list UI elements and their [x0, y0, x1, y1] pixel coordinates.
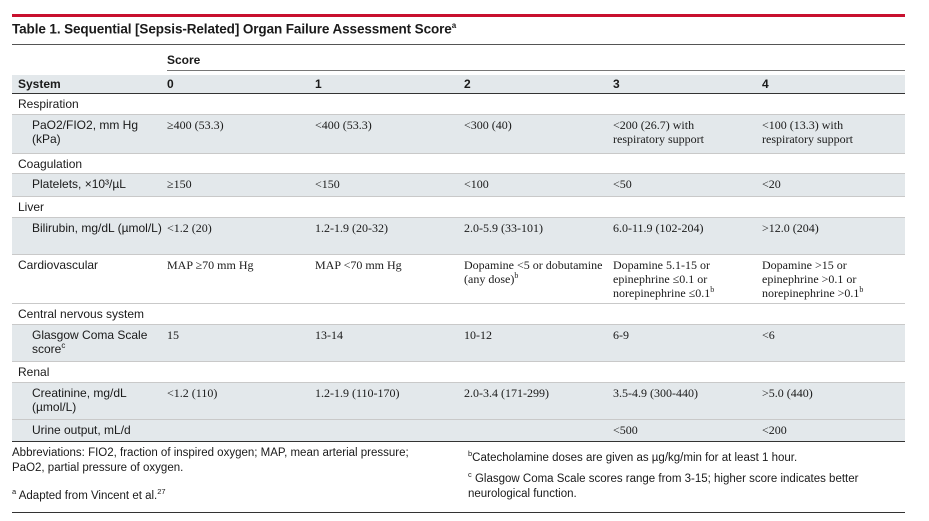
cell-score-0: <1.2 (110)	[167, 386, 218, 400]
column-header-3: 3	[613, 77, 620, 91]
cell-score-4: <100 (13.3) with respiratory support	[762, 118, 853, 146]
cell-score-1: 1.2-1.9 (20-32)	[315, 221, 388, 235]
cell-score-2: 2.0-3.4 (171-299)	[464, 386, 549, 400]
cell-score-0: MAP ≥70 mm Hg	[167, 258, 254, 272]
footnote-c: c Glasgow Coma Scale scores range from 3…	[468, 470, 859, 500]
cell-score-1: <150	[315, 177, 340, 191]
column-header-2: 2	[464, 77, 471, 91]
table-row-urine: Urine output, mL/d <500 <200	[12, 420, 905, 441]
cell-score-1: 13-14	[315, 328, 343, 342]
table-row-pao2: PaO2/FIO2, mm Hg (kPa) ≥400 (53.3) <400 …	[12, 115, 905, 154]
group-label: Respiration	[18, 97, 79, 111]
cell-score-3: 6.0-11.9 (102-204)	[613, 221, 704, 235]
row-label: Urine output, mL/d	[32, 423, 131, 437]
cell-score-2: Dopamine <5 or dobutamine (any dose)b	[464, 258, 603, 286]
title-rule	[12, 44, 905, 45]
group-label: Central nervous system	[18, 307, 145, 321]
group-label: Coagulation	[18, 157, 83, 171]
cell-score-4: <6	[762, 328, 775, 342]
group-label: Liver	[18, 200, 45, 214]
cell-score-2: 10-12	[464, 328, 492, 342]
table-row-creatinine: Creatinine, mg/dL (µmol/L) <1.2 (110) 1.…	[12, 383, 905, 420]
footnote-b: bCatecholamine doses are given as µg/kg/…	[468, 449, 798, 464]
column-header-0: 0	[167, 77, 174, 91]
cell-score-3: <500	[613, 423, 638, 437]
cell-score-3: Dopamine 5.1-15 or epinephrine ≤0.1 or n…	[613, 258, 715, 300]
row-label: PaO2/FIO2, mm Hg (kPa)	[32, 118, 139, 146]
cell-score-1: MAP <70 mm Hg	[315, 258, 402, 272]
row-label: Platelets, ×10³/µL	[32, 177, 126, 191]
column-header-4: 4	[762, 77, 769, 91]
cell-score-2: <300 (40)	[464, 118, 512, 132]
table-row-platelets: Platelets, ×10³/µL ≥150 <150 <100 <50 <2…	[12, 174, 905, 197]
table-title: Table 1. Sequential [Sepsis-Related] Org…	[12, 21, 457, 37]
group-label: Cardiovascular	[18, 258, 99, 272]
footnote-mark-b: b	[514, 271, 519, 280]
footnote-mark-b: b	[859, 285, 864, 294]
cell-score-4: <200	[762, 423, 787, 437]
cell-score-2: <100	[464, 177, 489, 191]
cell-score-3: <50	[613, 177, 632, 191]
cell-score-4: Dopamine >15 or epinephrine >0.1 or nore…	[762, 258, 864, 300]
column-header-row: System 0 1 2 3 4	[12, 75, 905, 93]
cell-score-3: <200 (26.7) with respiratory support	[613, 118, 704, 146]
title-accent-bar	[12, 14, 905, 17]
table-row-cardiovascular: Cardiovascular MAP ≥70 mm Hg MAP <70 mm …	[12, 255, 905, 304]
column-header-1: 1	[315, 77, 322, 91]
cell-score-4: <20	[762, 177, 781, 191]
score-header: Score	[167, 53, 201, 67]
group-label: Renal	[18, 365, 50, 379]
footnote-abbreviations: Abbreviations: FIO2, fraction of inspire…	[12, 447, 409, 474]
table-row-bilirubin: Bilirubin, mg/dL (µmol/L) <1.2 (20) 1.2-…	[12, 218, 905, 255]
cell-score-0: 15	[167, 328, 179, 342]
table-row-renal: Renal	[12, 362, 905, 383]
cell-score-1: 1.2-1.9 (110-170)	[315, 386, 400, 400]
table-row-coagulation: Coagulation	[12, 154, 905, 174]
cell-score-3: 3.5-4.9 (300-440)	[613, 386, 698, 400]
header-rule	[12, 93, 905, 94]
footnote-mark-c: c	[61, 341, 66, 350]
cell-score-0: ≥150	[167, 177, 192, 191]
cell-score-3: 6-9	[613, 328, 629, 342]
table-row-cns: Central nervous system	[12, 304, 905, 325]
cell-score-4: >12.0 (204)	[762, 221, 819, 235]
cell-score-1: <400 (53.3)	[315, 118, 372, 132]
cell-score-0: ≥400 (53.3)	[167, 118, 224, 132]
score-rule	[167, 70, 905, 71]
footnote-mark-b: b	[710, 285, 715, 294]
cell-score-0: <1.2 (20)	[167, 221, 212, 235]
cell-score-4: >5.0 (440)	[762, 386, 813, 400]
row-label: Bilirubin, mg/dL (µmol/L)	[32, 221, 162, 235]
table-row-respiration: Respiration	[12, 94, 905, 115]
table-row-liver: Liver	[12, 197, 905, 218]
column-header-system: System	[18, 77, 61, 91]
table-row-gcs: Glasgow Coma Scale scorec 15 13-14 10-12…	[12, 325, 905, 362]
footer-rule	[12, 512, 905, 513]
row-label: Glasgow Coma Scale scorec	[32, 328, 148, 356]
table-bottom-rule	[12, 441, 905, 442]
footnote-a: a Adapted from Vincent et al.27	[12, 487, 166, 502]
cell-score-2: 2.0-5.9 (33-101)	[464, 221, 543, 235]
row-label: Creatinine, mg/dL (µmol/L)	[32, 386, 127, 414]
